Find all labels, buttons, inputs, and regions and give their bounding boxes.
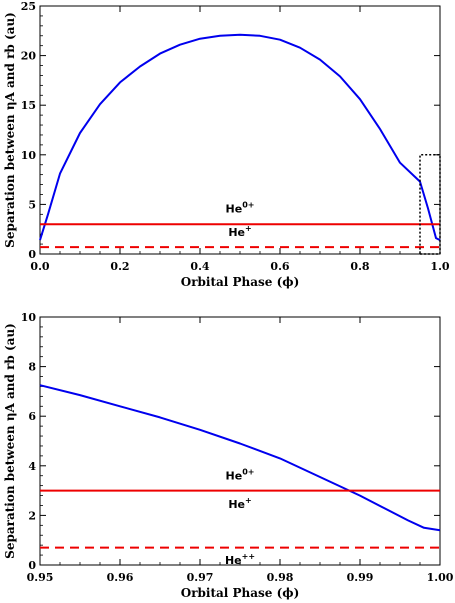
chart-1-x-tick-label: 0.8	[350, 260, 369, 273]
chart-2-y-tick-label: 4	[28, 460, 36, 473]
chart-2-x-tick-label: 0.97	[187, 571, 214, 584]
chart-panel-bottom: 0.95 0.96 0.97 0.98 0.99 1.00 0 2 4 6 8 10 He0+ He+ He…	[3, 311, 454, 600]
chart-2-y-tick-label: 0	[28, 559, 36, 572]
chart-2-x-axis-label: Orbital Phase (ϕ)	[181, 586, 300, 600]
chart-2-y-tick-label: 10	[21, 311, 37, 324]
chart-2-separation-curve	[39, 384, 441, 532]
chart-2-x-tick-label: 0.99	[347, 571, 374, 584]
chart-1-separation-curve	[39, 33, 441, 241]
chart-1-x-tick-label: 0.2	[110, 260, 129, 273]
chart-2-y-tick-label: 2	[28, 509, 36, 522]
chart-1-x-tick-label: 1.0	[430, 260, 449, 273]
chart-2-y-axis-label: Separation between ηA and rb (au)	[3, 323, 17, 559]
chart-2-x-tick-label: 0.96	[107, 571, 134, 584]
chart-2-x-tick-label: 0.98	[267, 571, 294, 584]
chart-1-y-tick-label: 15	[21, 99, 36, 112]
chart-1-x-tick-label: 0.4	[190, 260, 209, 273]
chart-1-zoom-region-box	[419, 154, 441, 255]
chart-1-annotation-label: He+	[228, 224, 251, 239]
chart-2-y-tick-label: 8	[28, 361, 36, 374]
chart-1-y-tick-label: 20	[21, 50, 37, 63]
chart-1-y-tick-label: 0	[28, 248, 36, 261]
chart-1-x-axis-label: Orbital Phase (ϕ)	[181, 275, 300, 289]
chart-1-annotation-label: He0+	[226, 200, 255, 215]
chart-2-annotation-label: He+	[228, 496, 251, 511]
chart-2-y-tick-label: 6	[28, 410, 36, 423]
chart-1-x-tick-label: 0.6	[270, 260, 289, 273]
chart-1-y-tick-label: 25	[21, 0, 36, 13]
chart-panel-top: 0.0 0.2 0.4 0.6 0.8 1.0 0 5 10 15 20 25 He0+ He+ Orbit…	[3, 0, 450, 289]
chart-2-x-tick-label: 0.95	[27, 571, 54, 584]
chart-2-annotation-label: He0+	[226, 467, 255, 482]
chart-1-y-axis-label: Separation between ηA and rb (au)	[3, 12, 17, 248]
chart-2-annotation-label: He++	[225, 552, 255, 567]
chart-1-y-tick-label: 5	[28, 198, 36, 211]
chart-2-plot-frame	[39, 316, 441, 566]
chart-1-x-tick-label: 0.0	[30, 260, 49, 273]
chart-2-x-tick-label: 1.00	[427, 571, 454, 584]
chart-1-y-tick-label: 10	[21, 149, 37, 162]
